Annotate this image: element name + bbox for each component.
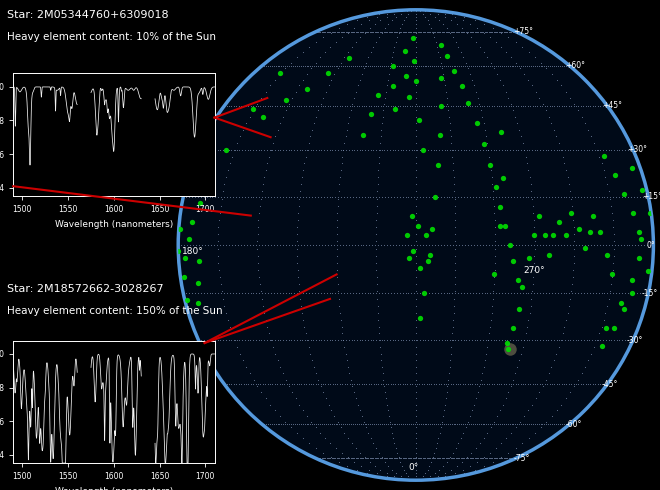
Text: -60°: -60° (565, 420, 581, 429)
X-axis label: Wavelength (nanometers): Wavelength (nanometers) (55, 220, 173, 228)
Text: +45°: +45° (602, 101, 622, 110)
Text: Heavy element content: 10% of the Sun: Heavy element content: 10% of the Sun (7, 32, 216, 42)
Text: -75°: -75° (513, 454, 530, 463)
Text: +30°: +30° (627, 146, 647, 154)
Text: -30°: -30° (627, 336, 644, 344)
Text: Star: 2M05344760+6309018: Star: 2M05344760+6309018 (7, 10, 168, 20)
Text: Heavy element content: 150% of the Sun: Heavy element content: 150% of the Sun (7, 306, 222, 316)
Text: +60°: +60° (565, 61, 585, 70)
Text: 0°: 0° (409, 463, 419, 472)
Text: -15°: -15° (642, 289, 658, 297)
Text: 270°: 270° (523, 266, 544, 275)
X-axis label: Wavelength (nanometers): Wavelength (nanometers) (55, 487, 173, 490)
Text: +75°: +75° (513, 27, 533, 36)
Text: 180°: 180° (182, 247, 204, 256)
Text: +15°: +15° (642, 193, 660, 201)
Text: -45°: -45° (602, 380, 618, 389)
Text: 0°: 0° (647, 241, 655, 249)
Text: Star: 2M18572662-3028267: Star: 2M18572662-3028267 (7, 284, 163, 294)
